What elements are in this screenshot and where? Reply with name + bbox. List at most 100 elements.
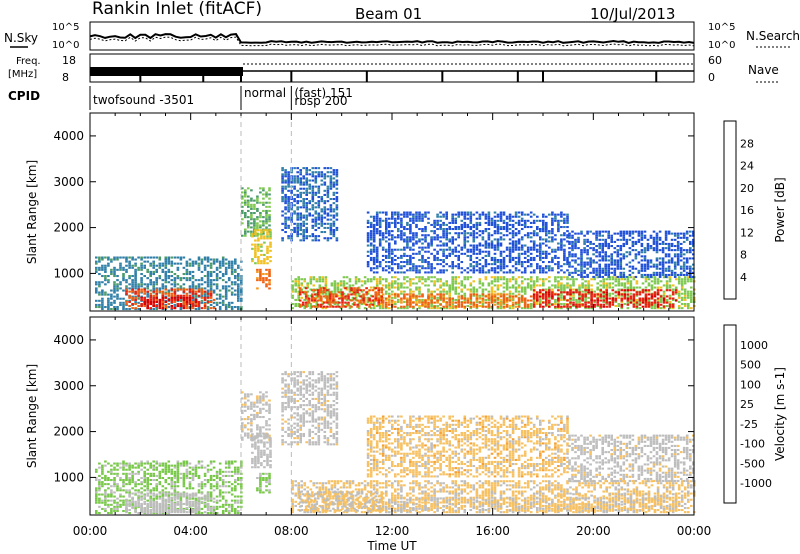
range-gate-cell	[520, 271, 524, 274]
range-gate-cell	[381, 296, 385, 299]
range-gate-cell	[454, 232, 457, 235]
range-gate-cell	[209, 273, 213, 276]
range-gate-cell	[197, 283, 201, 286]
range-gate-cell	[635, 286, 639, 289]
range-gate-cell	[457, 282, 460, 285]
range-gate-cell	[433, 223, 436, 226]
range-gate-cell	[617, 291, 621, 294]
range-gate-cell	[661, 267, 665, 270]
range-gate-cell	[312, 290, 316, 293]
range-gate-cell	[529, 259, 533, 262]
range-gate-cell	[632, 278, 636, 281]
range-gate-cell	[608, 284, 611, 287]
range-gate-cell	[149, 307, 152, 310]
range-gate-cell	[620, 303, 624, 306]
range-gate-cell	[305, 179, 308, 182]
range-gate-cell	[250, 207, 253, 210]
range-gate-cell	[542, 223, 545, 226]
range-gate-cell	[593, 290, 596, 293]
range-gate-cell	[388, 248, 391, 251]
range-gate-cell	[581, 299, 584, 302]
range-gate-cell	[388, 296, 391, 299]
range-gate-cell	[182, 303, 186, 306]
range-gate-cell	[514, 246, 518, 249]
range-gate-cell	[299, 193, 302, 196]
range-gate-cell	[296, 235, 299, 238]
range-gate-cell	[173, 292, 177, 295]
range-gate-cell	[430, 244, 433, 247]
range-gate-cell	[418, 215, 421, 218]
range-gate-cell	[620, 300, 624, 303]
range-gate-cell	[487, 293, 491, 296]
range-gate-cell	[439, 286, 442, 289]
range-gate-cell	[487, 271, 491, 274]
range-gate-cell	[409, 288, 412, 291]
range-gate-cell	[415, 223, 418, 226]
range-gate-cell	[490, 307, 494, 310]
range-gate-cell	[439, 228, 442, 231]
range-gate-cell	[262, 203, 265, 206]
range-gate-cell	[302, 191, 305, 194]
range-gate-cell	[617, 303, 621, 306]
range-gate-cell	[433, 248, 436, 251]
range-gate-cell	[687, 280, 690, 283]
range-gate-cell	[478, 271, 482, 274]
range-gate-cell	[140, 296, 143, 299]
range-gate-cell	[209, 285, 213, 288]
range-gate-cell	[590, 288, 593, 291]
range-gate-cell	[463, 242, 467, 245]
range-gate-cell	[667, 265, 671, 268]
range-gate-cell	[658, 249, 662, 252]
range-gate-cell	[679, 273, 683, 276]
nsky-top-tick: 10^5	[52, 22, 79, 33]
range-gate-cell	[247, 209, 250, 212]
range-gate-cell	[302, 204, 305, 207]
range-gate-cell	[616, 253, 620, 256]
range-gate-cell	[608, 278, 611, 281]
range-gate-cell	[324, 276, 328, 279]
range-gate-cell	[652, 242, 656, 245]
range-gate-cell	[451, 219, 454, 222]
range-gate-cell	[306, 303, 309, 306]
range-gate-cell	[317, 293, 320, 296]
range-gate-cell	[539, 238, 542, 241]
range-gate-cell	[433, 276, 436, 279]
range-gate-cell	[167, 303, 171, 306]
range-gate-cell	[424, 246, 427, 249]
range-gate-cell	[329, 291, 332, 294]
range-gate-cell	[299, 239, 302, 242]
range-gate-cell	[227, 285, 231, 288]
range-gate-cell	[505, 282, 509, 285]
range-gate-cell	[345, 303, 349, 306]
range-gate-cell	[254, 253, 257, 256]
range-gate-cell	[308, 202, 311, 205]
range-gate-cell	[475, 269, 479, 272]
range-gate-cell	[146, 295, 149, 298]
range-gate-cell	[250, 212, 253, 215]
range-gate-cell	[581, 284, 584, 287]
range-gate-cell	[298, 287, 302, 290]
range-gate-cell	[610, 236, 613, 239]
range-gate-cell	[260, 253, 263, 256]
range-gate-cell	[623, 295, 627, 298]
range-gate-cell	[113, 287, 116, 290]
range-gate-cell	[448, 232, 451, 235]
range-gate-cell	[421, 265, 424, 268]
range-gate-cell	[614, 284, 618, 287]
range-gate-cell	[397, 271, 400, 274]
range-gate-cell	[302, 183, 305, 186]
range-gate-cell	[385, 278, 388, 281]
range-gate-cell	[284, 179, 287, 182]
range-gate-cell	[406, 293, 409, 296]
range-gate-cell	[391, 301, 394, 304]
range-gate-cell	[320, 179, 324, 182]
range-gate-cell	[324, 282, 328, 285]
range-gate-cell	[517, 263, 521, 266]
range-gate-cell	[683, 290, 687, 293]
range-gate-cell	[320, 220, 324, 223]
range-gate-cell	[487, 282, 491, 285]
range-gate-cell	[542, 250, 545, 253]
range-gate-cell	[502, 282, 506, 285]
range-gate-cell	[372, 305, 376, 308]
range-gate-cell	[451, 280, 454, 283]
